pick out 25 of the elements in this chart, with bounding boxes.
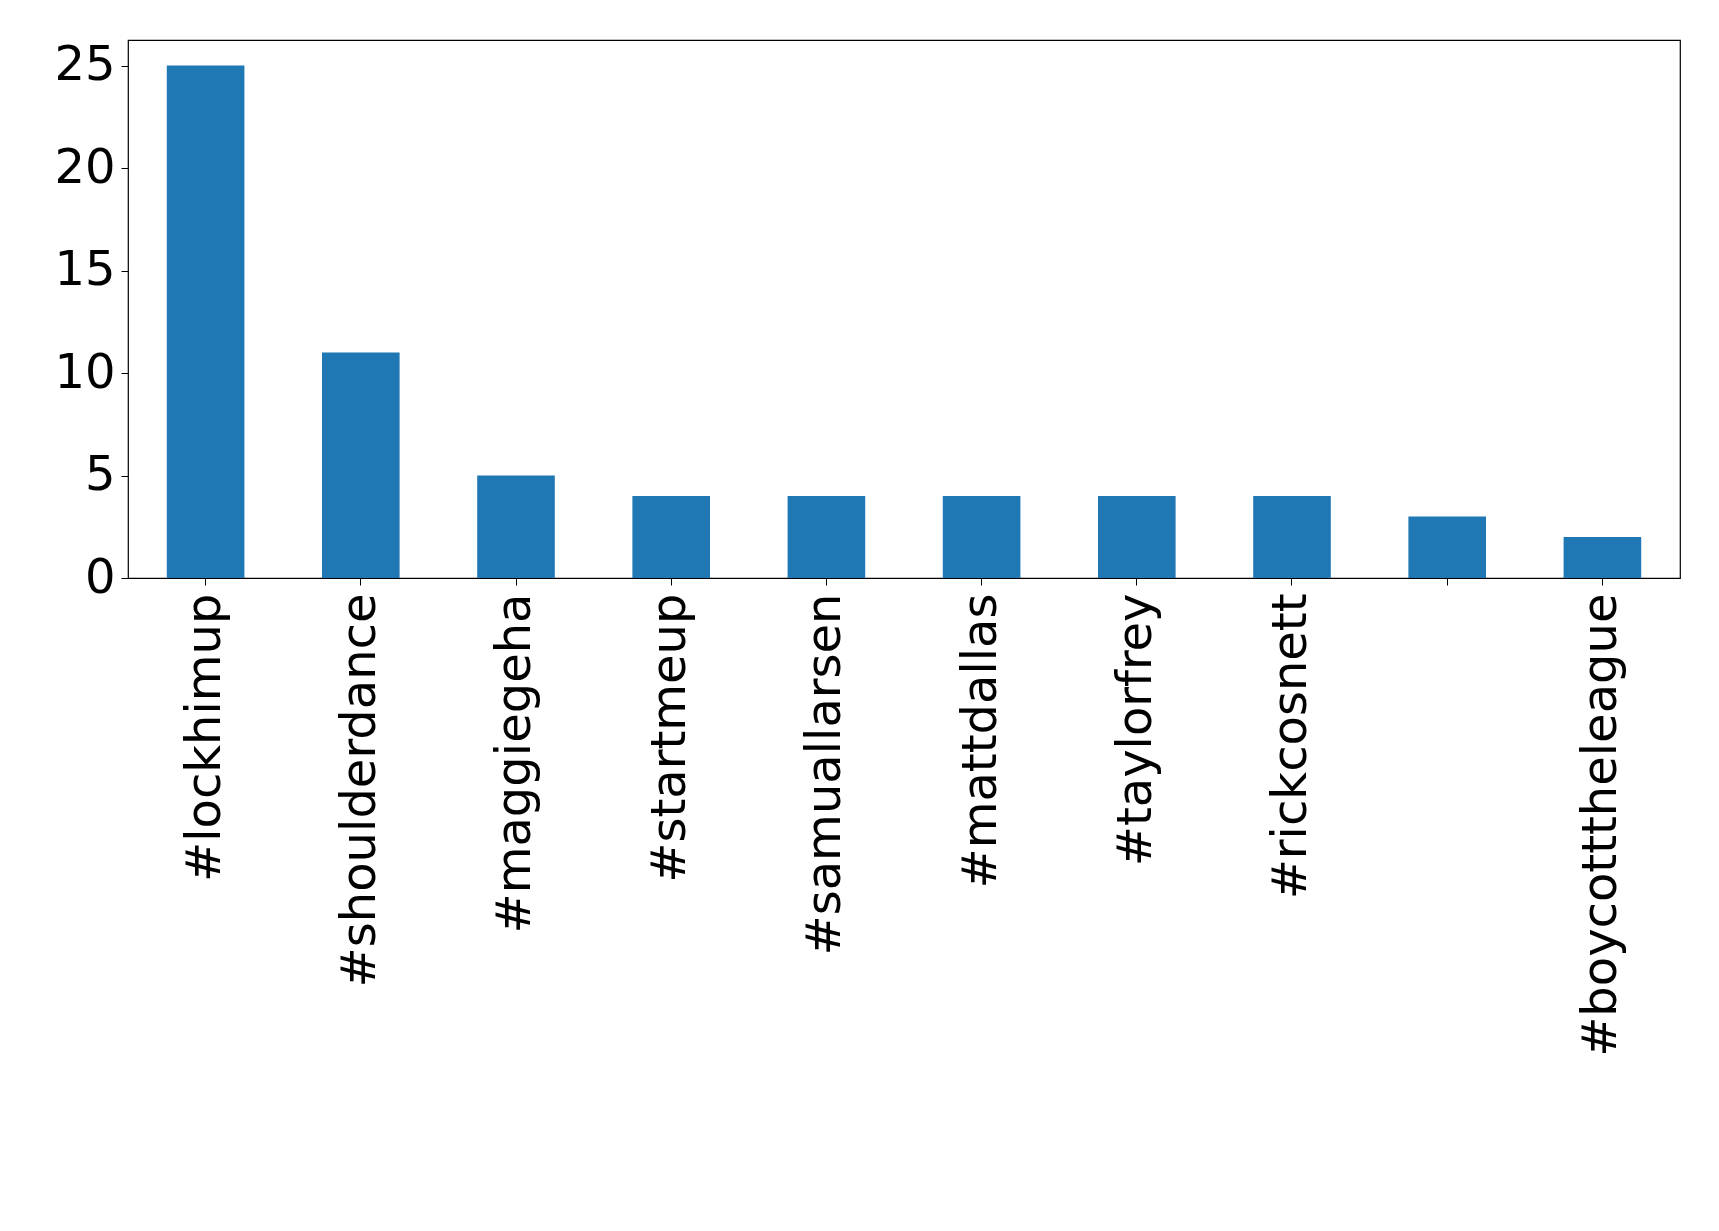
bar <box>1408 516 1486 578</box>
y-tick-label: 20 <box>54 137 116 194</box>
bar <box>322 352 400 578</box>
y-tick-label: 5 <box>84 445 116 502</box>
y-tick-label: 15 <box>54 240 116 297</box>
y-tick-label: 25 <box>54 35 116 92</box>
x-tick-label: #startmeup <box>640 593 697 883</box>
bar <box>1563 537 1642 578</box>
bar <box>942 496 1021 578</box>
x-tick-label: #mattdallas <box>950 593 1007 889</box>
y-tick-label: 0 <box>84 547 116 604</box>
x-tick-label: #rickcosnett <box>1261 593 1317 900</box>
x-tick-label: #shoulderdance <box>329 593 386 988</box>
x-tick-label: #maggiegeha <box>485 593 541 934</box>
bar <box>1098 496 1176 578</box>
x-tick-label: #samuallarsen <box>795 593 852 956</box>
bar <box>632 496 710 578</box>
bar <box>477 475 555 578</box>
y-tick-label: 10 <box>54 342 116 399</box>
x-tick-label: #lockhimup <box>174 593 231 883</box>
bar <box>1253 496 1331 578</box>
bar <box>787 496 866 578</box>
x-tick-label: #taylorfrey <box>1105 593 1162 867</box>
x-tick-label: #boycotttheleague <box>1571 593 1628 1057</box>
bar <box>166 65 245 578</box>
